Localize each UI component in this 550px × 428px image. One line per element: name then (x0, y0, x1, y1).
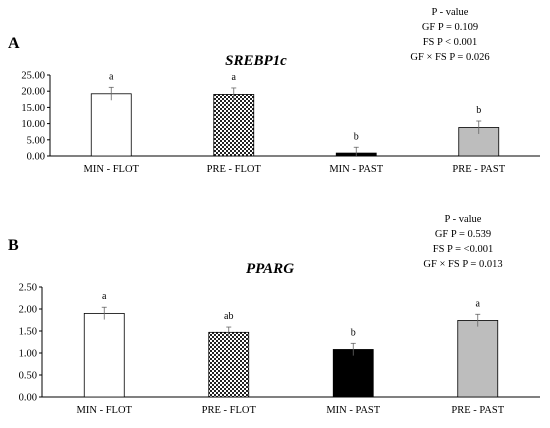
panel-b-stats-interaction: GF × FS P = 0.013 (423, 259, 502, 270)
panel-a-significance-letter: a (232, 72, 237, 83)
panel-b-y-tick-label: 2.00 (19, 305, 37, 316)
panel-a-category-label: PRE - PAST (452, 164, 505, 175)
panel-b-stats-fs: FS P = <0.001 (433, 244, 493, 255)
panel-b-y-tick-label: 2.50 (19, 283, 37, 294)
panel-b-significance-letter: ab (224, 311, 233, 322)
panel-b-label: B (8, 237, 19, 254)
panel-a-stats-fs: FS P < 0.001 (423, 37, 478, 48)
panel-a-category-label: MIN - FLOT (84, 164, 140, 175)
panel-b-bar (457, 320, 499, 398)
panel-b-y-tick-label: 1.50 (19, 327, 37, 338)
panel-b: B PPARG P - value GF P = 0.539 FS P = <0… (8, 214, 540, 416)
panel-b-title: PPARG (246, 261, 294, 277)
panel-b-category-label: PRE - PAST (451, 405, 504, 416)
panel-a-y-tick-label: 20.00 (21, 87, 45, 98)
panel-a-significance-letter: b (476, 105, 481, 116)
panel-b-bar (83, 312, 125, 398)
panel-a-bar (90, 93, 132, 157)
panel-a-y-tick-label: 10.00 (21, 119, 45, 130)
panel-a-stats-gf: GF P = 0.109 (422, 22, 478, 33)
panel-a-y-tick-label: 15.00 (21, 103, 45, 114)
panel-a-plot: 0.00 5.00 10.00 15.00 20.00 25.00 a MIN - FLOT a… (21, 71, 540, 175)
panel-a-category-label: PRE - FLOT (207, 164, 262, 175)
panel-b-y-tick-label: 0.50 (19, 371, 37, 382)
panel-a: A SREBP1c P - value GF P = 0.109 FS P < … (8, 7, 540, 175)
panel-b-category-label: PRE - FLOT (202, 405, 257, 416)
panel-b-stats-header: P - value (445, 214, 482, 225)
panel-b-category-label: MIN - PAST (326, 405, 380, 416)
panel-a-significance-letter: b (354, 131, 359, 142)
panel-a-stats-header: P - value (432, 7, 469, 18)
panel-b-significance-letter: a (476, 298, 481, 309)
panel-a-y-tick-label: 5.00 (27, 135, 45, 146)
panel-a-y-tick-label: 0.00 (27, 152, 45, 163)
panel-b-y-tick-label: 1.00 (19, 349, 37, 360)
panel-b-category-label: MIN - FLOT (77, 405, 133, 416)
panel-a-y-tick-label: 25.00 (21, 71, 45, 82)
panel-b-significance-letter: a (102, 291, 107, 302)
panel-b-significance-letter: b (351, 327, 356, 338)
panel-a-title: SREBP1c (225, 53, 287, 69)
panel-a-significance-letter: a (109, 71, 114, 82)
panel-a-category-label: MIN - PAST (329, 164, 383, 175)
panel-a-bar (213, 94, 255, 157)
panel-a-stats-interaction: GF × FS P = 0.026 (410, 52, 489, 63)
panel-b-stats-gf: GF P = 0.539 (435, 229, 491, 240)
panel-b-y-tick-label: 0.00 (19, 393, 37, 404)
panel-b-bar (332, 349, 374, 398)
panel-b-bar (208, 331, 250, 398)
panel-a-label: A (8, 35, 20, 52)
